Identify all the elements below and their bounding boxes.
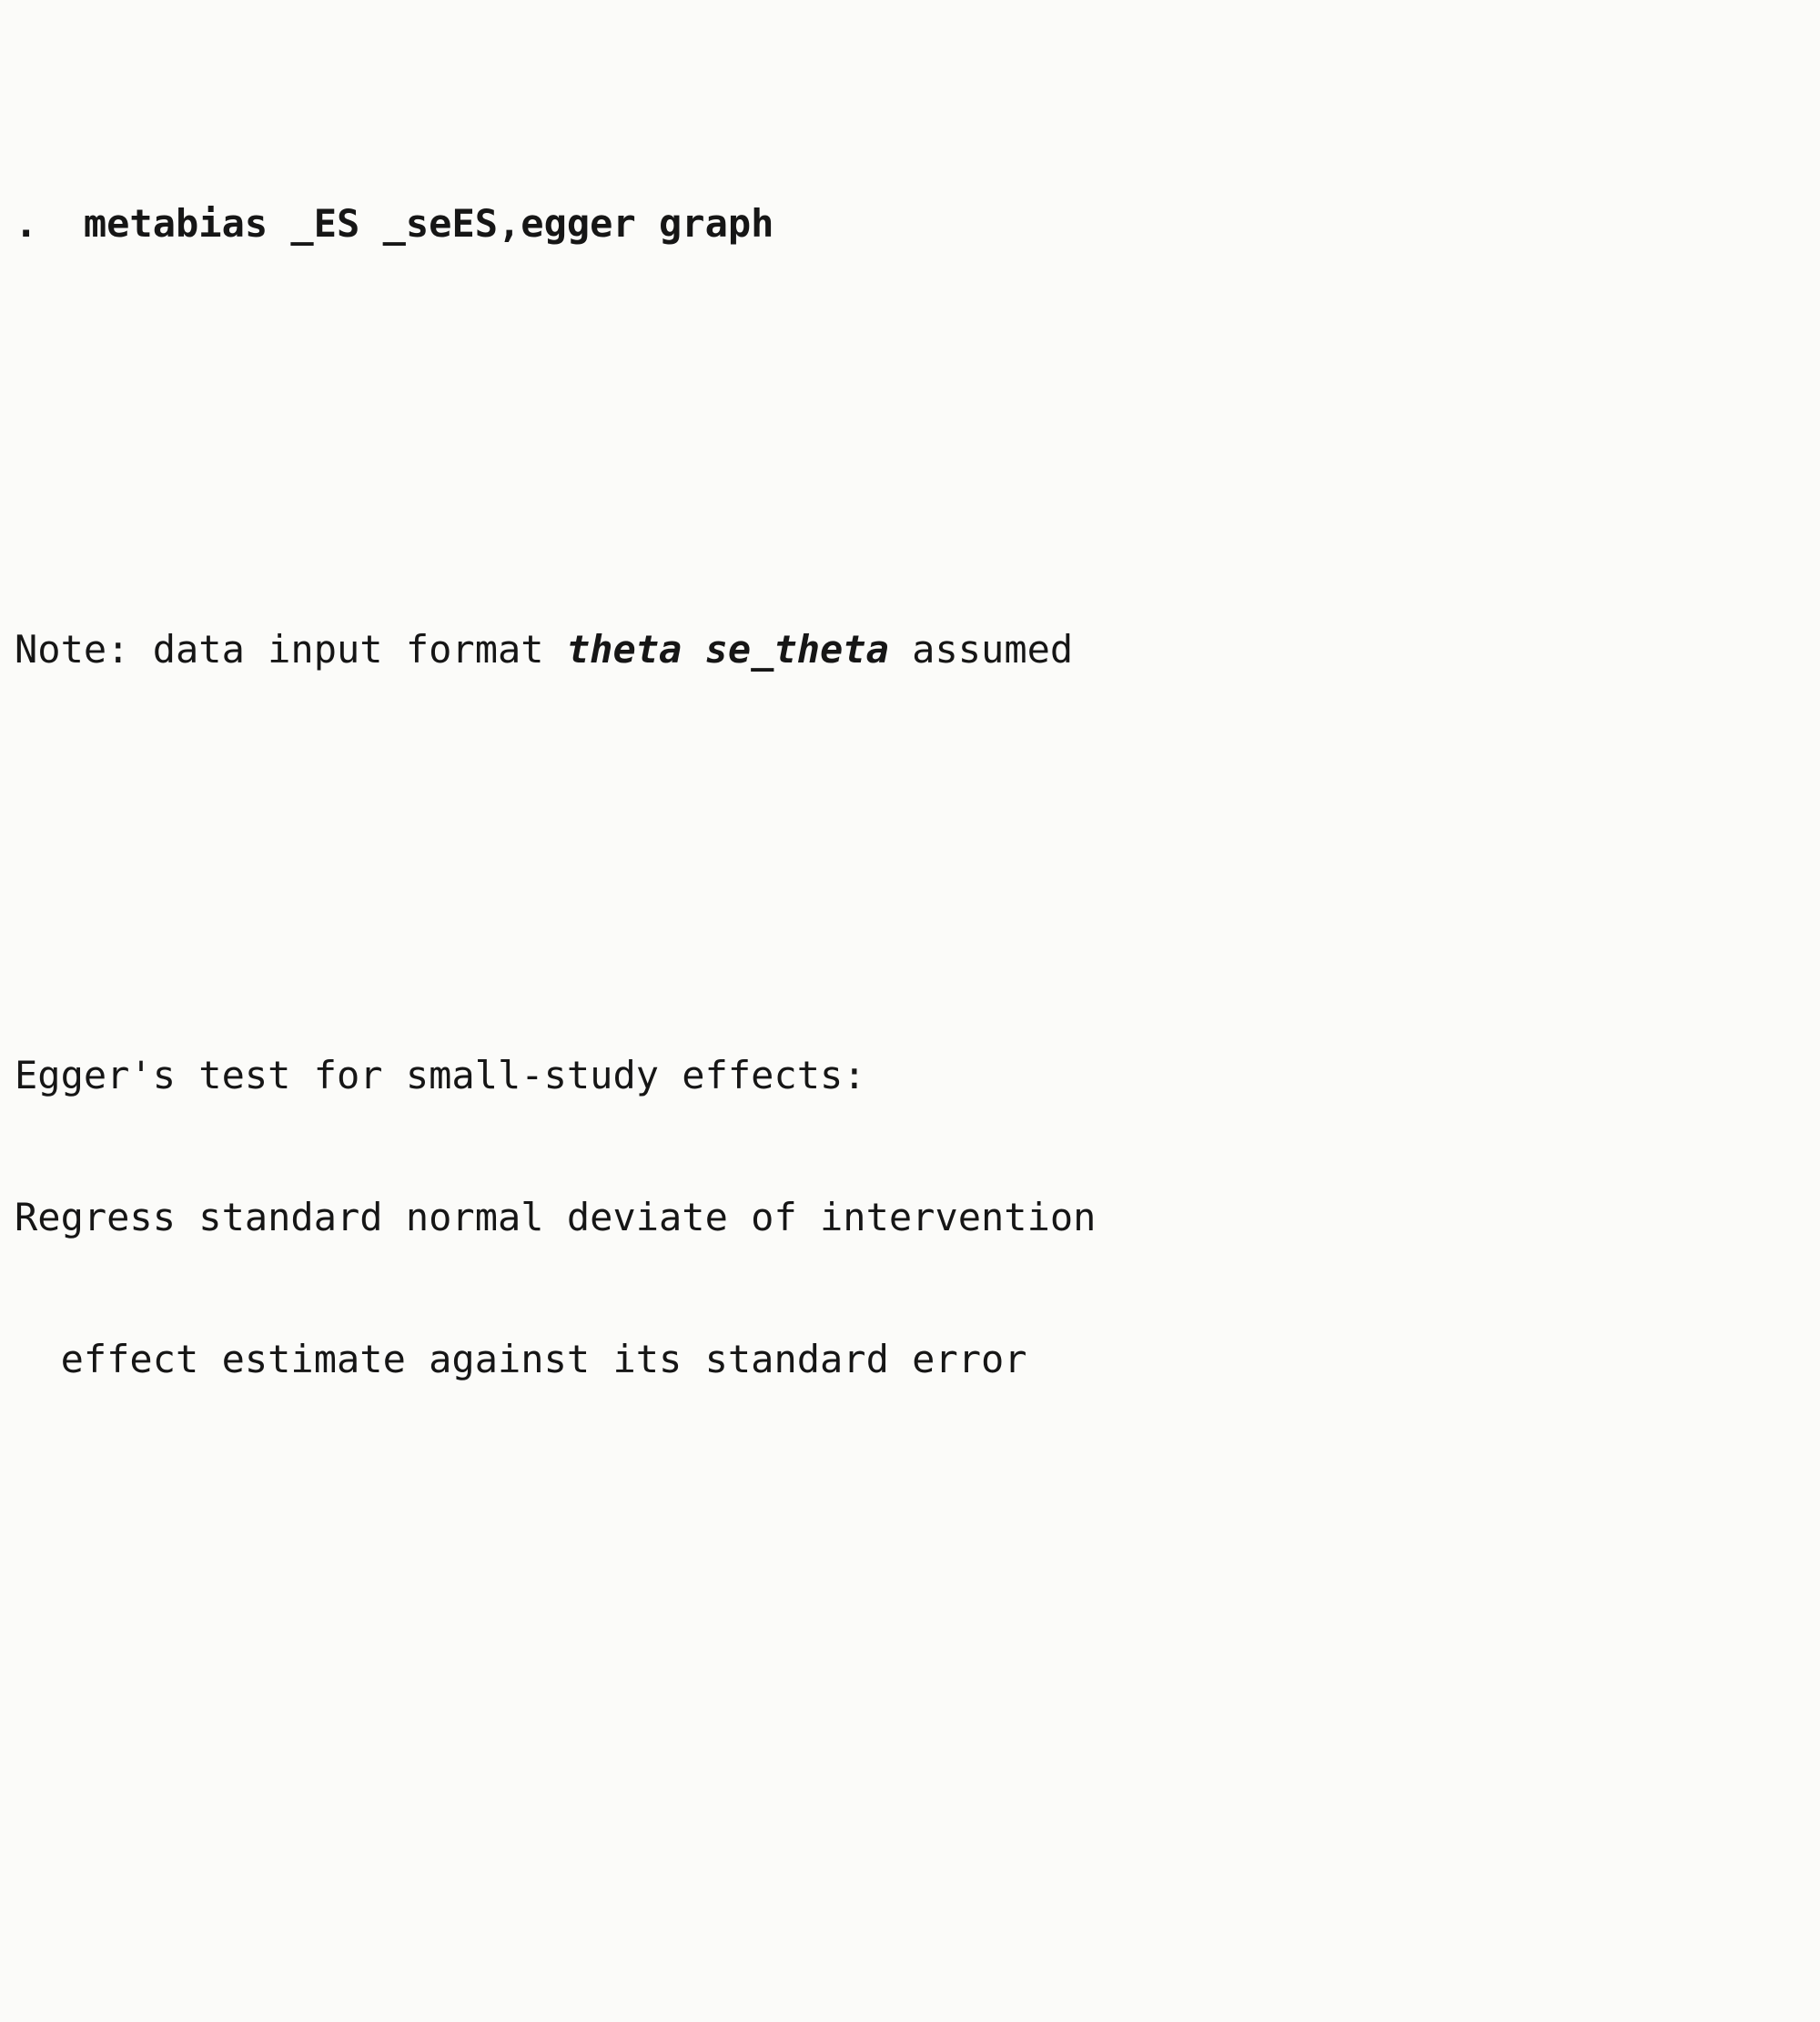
blank-line: [15, 815, 1818, 863]
note-line: Note: data input format theta se_theta a…: [15, 626, 1818, 673]
stata-console-output: . metabias _ES _seES,egger graph Note: d…: [15, 11, 1818, 2022]
command-text: metabias _ES _seES,egger graph: [83, 201, 774, 246]
description-line-2: Regress standard normal deviate of inter…: [15, 1195, 1097, 1239]
note-suffix: assumed: [888, 627, 1074, 672]
blank-line: [15, 1667, 1818, 1714]
command-line: . metabias _ES _seES,egger graph: [15, 200, 1818, 248]
blank-line: [15, 1809, 1818, 1856]
note-emphasis: theta se_theta: [566, 627, 889, 672]
note-prefix: Note: data input format: [15, 627, 567, 672]
description-line-1: Egger's test for small-study effects:: [15, 1053, 866, 1097]
blank-line: [15, 389, 1818, 437]
command-prompt: .: [15, 201, 84, 246]
description-line-3: effect estimate against its standard err…: [15, 1337, 1027, 1381]
blank-line: [15, 1525, 1818, 1572]
